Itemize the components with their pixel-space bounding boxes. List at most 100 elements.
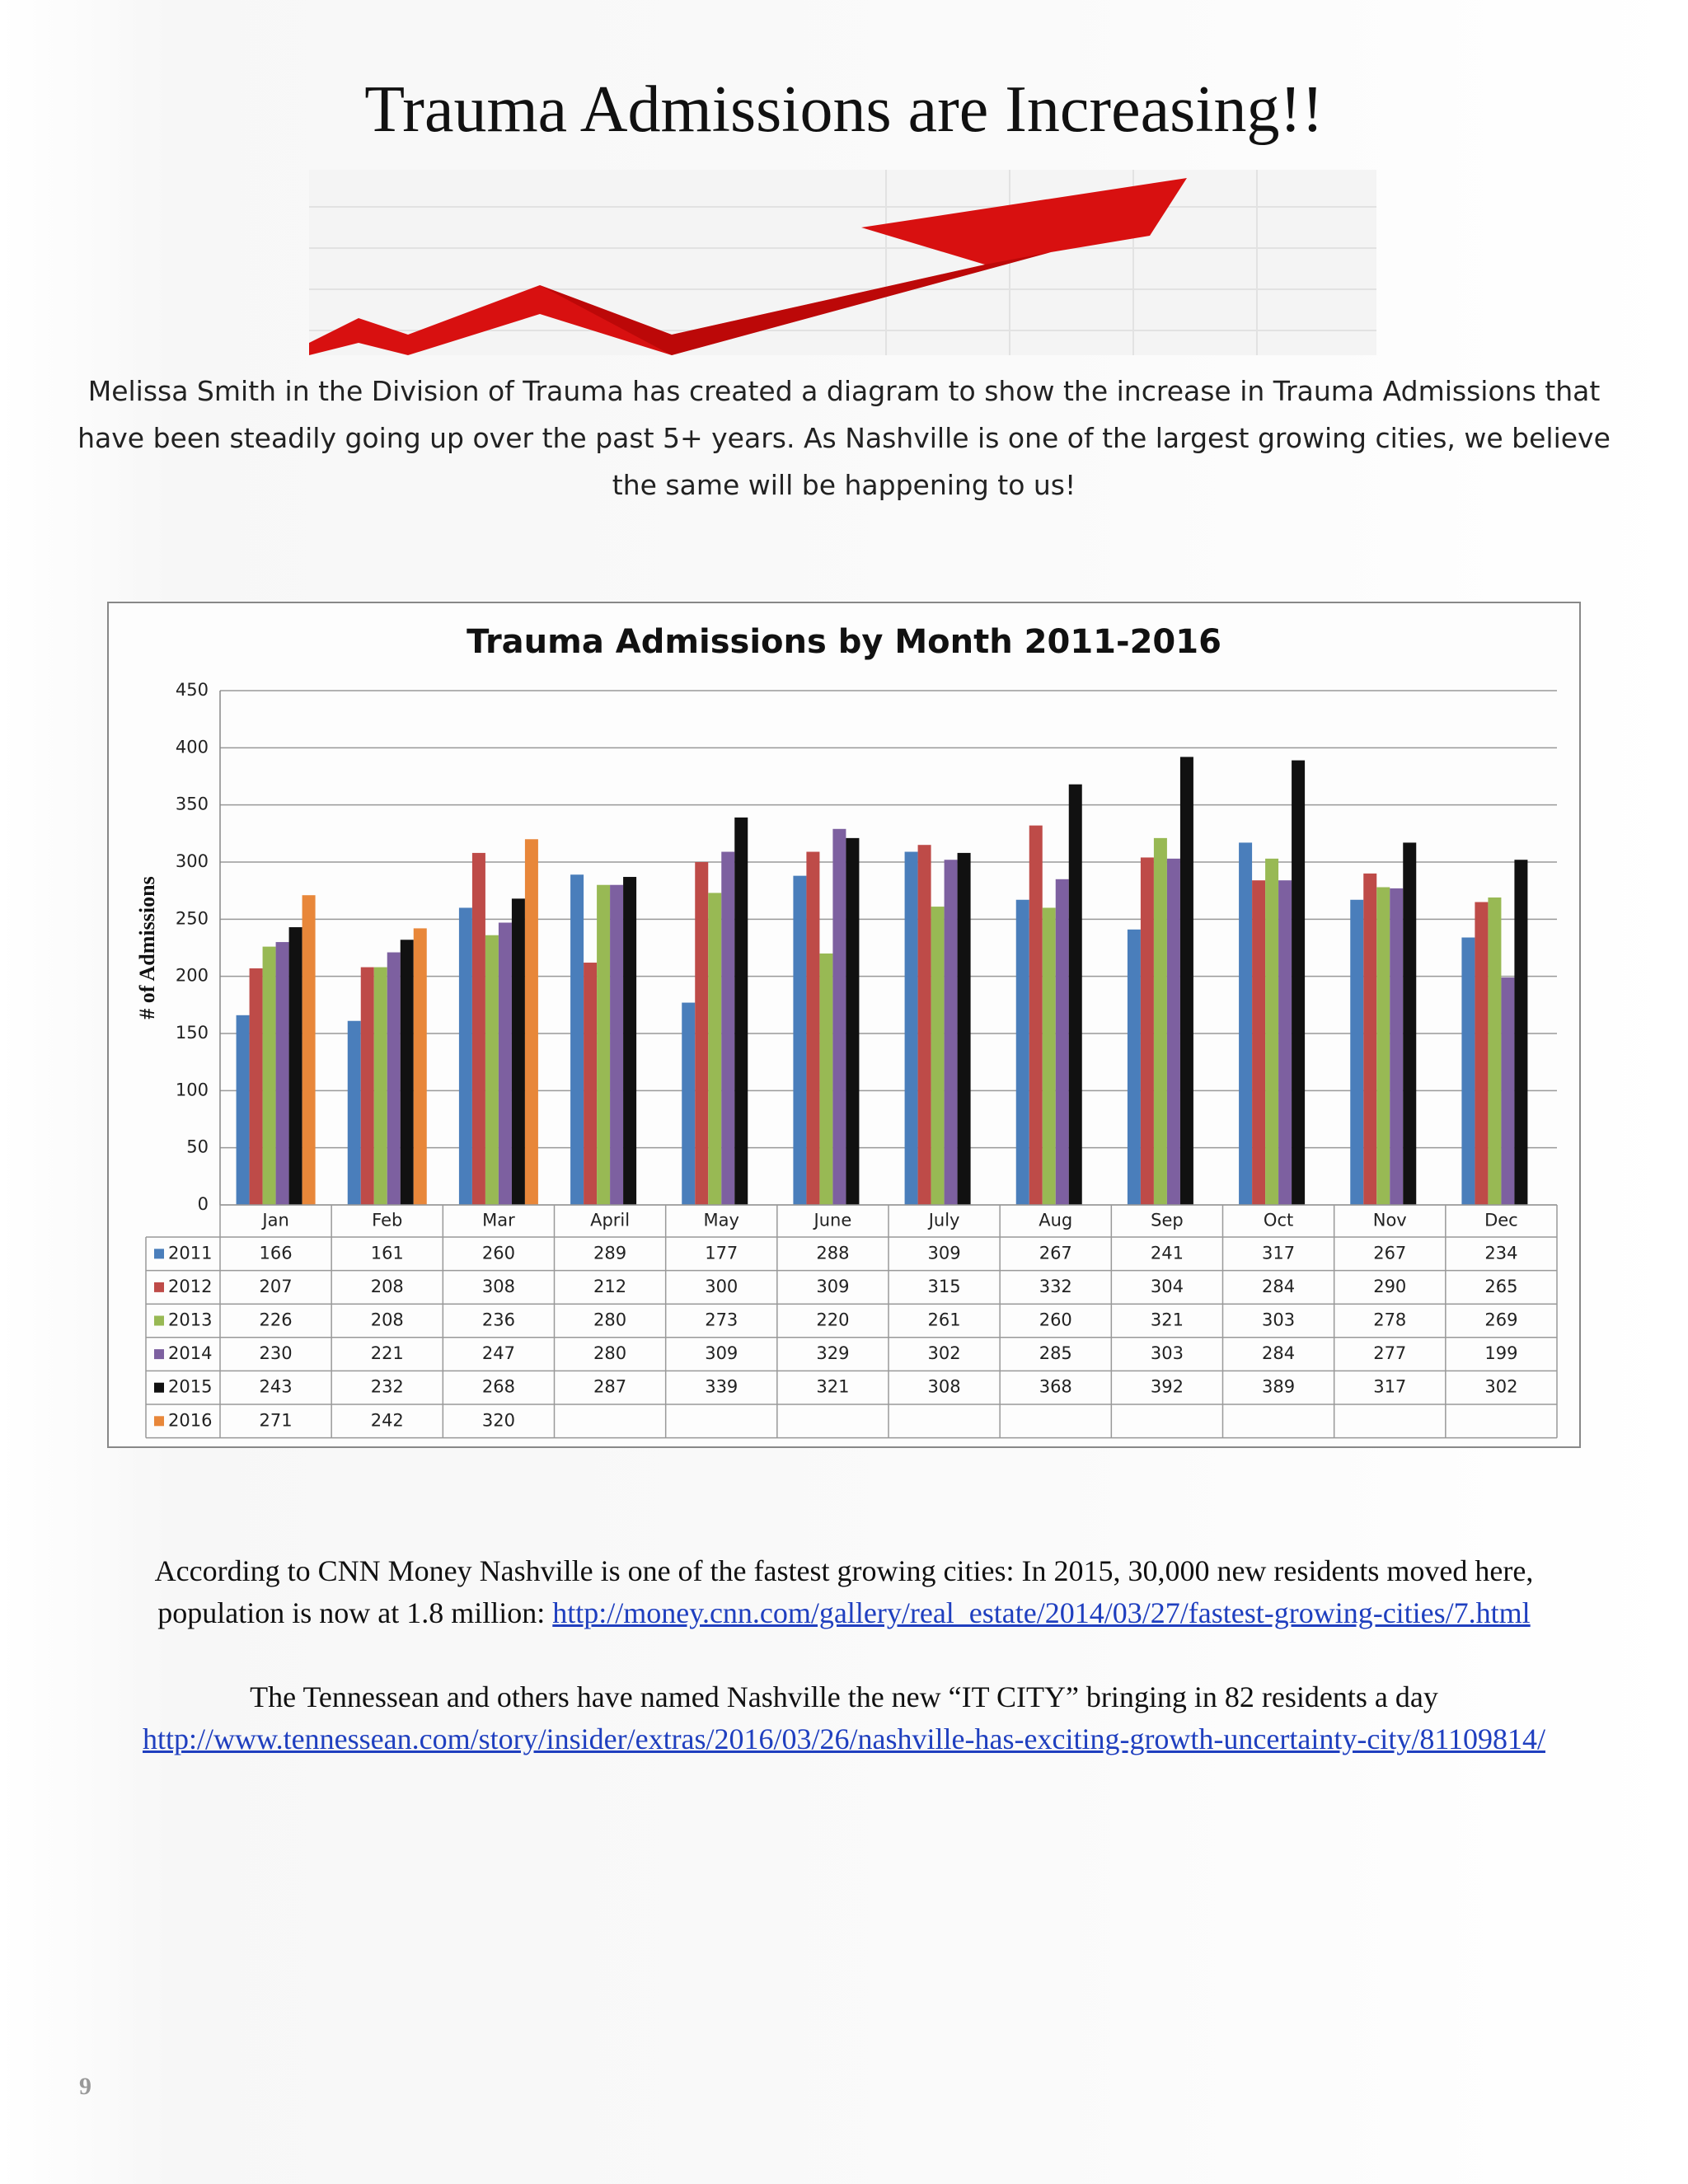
x-tick-label: June xyxy=(813,1211,852,1230)
chart-title: Trauma Admissions by Month 2011-2016 xyxy=(467,623,1221,661)
legend-swatch xyxy=(154,1249,164,1259)
link[interactable]: http://www.tennessean.com/story/insider/… xyxy=(143,1722,1545,1755)
bar xyxy=(1055,879,1069,1205)
bar xyxy=(471,852,485,1205)
x-tick-label: Nov xyxy=(1373,1211,1407,1230)
bar xyxy=(682,1002,696,1205)
legend-swatch xyxy=(154,1382,164,1393)
bar xyxy=(917,845,931,1205)
bar xyxy=(387,952,401,1205)
table-value: 389 xyxy=(1262,1377,1295,1397)
bar xyxy=(708,893,722,1205)
bar xyxy=(1068,784,1082,1205)
bar xyxy=(498,922,512,1205)
table-value: 230 xyxy=(260,1343,293,1363)
footer-line: population is now at 1.8 million: http:/… xyxy=(0,1596,1688,1630)
table-value: 166 xyxy=(260,1243,293,1263)
link[interactable]: http://money.cnn.com/gallery/real_estate… xyxy=(552,1596,1531,1629)
x-tick-label: Jan xyxy=(260,1211,288,1230)
table-value: 221 xyxy=(371,1343,404,1363)
table-value: 302 xyxy=(1484,1377,1517,1397)
table-value: 309 xyxy=(705,1343,738,1363)
bar xyxy=(236,1015,250,1205)
table-value: 287 xyxy=(593,1377,626,1397)
table-value: 273 xyxy=(705,1310,738,1330)
bar xyxy=(1265,858,1279,1205)
table-value: 265 xyxy=(1484,1277,1517,1296)
bar xyxy=(485,935,499,1205)
page-title: Trauma Admissions are Increasing!! xyxy=(364,73,1324,146)
footer-line: The Tennessean and others have named Nas… xyxy=(250,1680,1438,1713)
bar xyxy=(1029,825,1043,1205)
bar xyxy=(1403,842,1417,1205)
legend-label: 2011 xyxy=(168,1243,212,1263)
bar xyxy=(511,898,525,1205)
y-tick-label: 0 xyxy=(198,1194,209,1214)
bar xyxy=(1514,860,1528,1205)
bar xyxy=(1015,899,1029,1205)
table-value: 278 xyxy=(1373,1310,1406,1330)
bar xyxy=(1153,837,1167,1205)
table-value: 392 xyxy=(1151,1377,1184,1397)
bar xyxy=(819,953,833,1205)
y-tick-label: 400 xyxy=(176,737,209,757)
table-value: 288 xyxy=(816,1243,849,1263)
table-value: 321 xyxy=(816,1377,849,1397)
table-value: 317 xyxy=(1262,1243,1295,1263)
bar xyxy=(623,877,637,1205)
x-tick-label: Mar xyxy=(482,1211,515,1230)
bar xyxy=(400,940,414,1205)
table-value: 261 xyxy=(928,1310,961,1330)
table-value: 220 xyxy=(816,1310,849,1330)
table-value: 277 xyxy=(1373,1343,1406,1363)
table-value: 329 xyxy=(816,1343,849,1363)
table-value: 290 xyxy=(1373,1277,1406,1296)
legend-swatch xyxy=(154,1282,164,1292)
bar xyxy=(1278,880,1292,1205)
table-value: 285 xyxy=(1039,1343,1072,1363)
bar xyxy=(793,875,807,1205)
bar xyxy=(1475,902,1489,1205)
table-value: 260 xyxy=(1039,1310,1072,1330)
table-value: 161 xyxy=(371,1243,404,1263)
table-value: 236 xyxy=(482,1310,515,1330)
table-value: 242 xyxy=(371,1410,404,1430)
bar xyxy=(1127,929,1141,1205)
page-number: 9 xyxy=(79,2073,91,2100)
y-tick-label: 150 xyxy=(176,1023,209,1043)
footer-line: According to CNN Money Nashville is one … xyxy=(154,1554,1534,1587)
bar xyxy=(360,967,374,1205)
bar xyxy=(262,946,276,1205)
table-value: 269 xyxy=(1484,1310,1517,1330)
table-value: 317 xyxy=(1373,1377,1406,1397)
bar xyxy=(347,1020,361,1205)
table-value: 267 xyxy=(1373,1243,1406,1263)
table-value: 308 xyxy=(482,1277,515,1296)
chart: Trauma Admissions by Month 2011-2016 # o… xyxy=(107,602,1581,1448)
legend-swatch xyxy=(154,1349,164,1360)
bar xyxy=(570,874,584,1205)
y-tick-label: 50 xyxy=(186,1137,209,1157)
table-value: 208 xyxy=(371,1310,404,1330)
bar xyxy=(584,963,598,1205)
footer-line: http://www.tennessean.com/story/insider/… xyxy=(0,1722,1688,1756)
bar xyxy=(695,862,709,1205)
table-value: 260 xyxy=(482,1243,515,1263)
table-value: 303 xyxy=(1151,1343,1184,1363)
bar xyxy=(957,852,971,1205)
arrow-graphic xyxy=(309,170,1376,355)
bar xyxy=(1292,760,1306,1205)
table-value: 339 xyxy=(705,1377,738,1397)
x-tick-label: Oct xyxy=(1264,1211,1293,1230)
bar xyxy=(275,942,289,1205)
bar xyxy=(1376,887,1390,1205)
bar xyxy=(1363,873,1377,1205)
table-value: 309 xyxy=(816,1277,849,1296)
table-value: 303 xyxy=(1262,1310,1295,1330)
table-value: 315 xyxy=(928,1277,961,1296)
legend-label: 2013 xyxy=(168,1310,212,1330)
table-value: 321 xyxy=(1151,1310,1184,1330)
x-tick-label: May xyxy=(704,1211,739,1230)
table-value: 177 xyxy=(705,1243,738,1263)
